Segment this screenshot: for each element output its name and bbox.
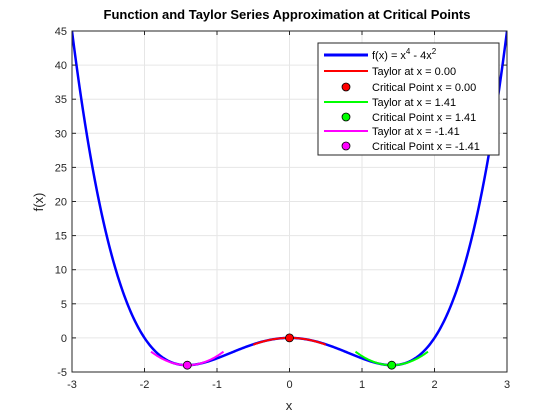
y-tick-label: 30 (55, 128, 67, 140)
legend-label-point-1: Critical Point x = 1.41 (372, 112, 476, 124)
critical-point-1 (387, 360, 397, 370)
y-tick-label: 10 (55, 265, 67, 277)
legend-entry-taylor-1: Taylor at x = 1.41 (324, 97, 456, 109)
x-tick-label: -3 (67, 379, 77, 391)
axes-box (71, 30, 508, 373)
legend-entry-function: f(x) = x4 - 4x2 (324, 47, 437, 62)
legend-box (317, 42, 500, 156)
x-tick-label: 0 (286, 379, 292, 391)
legend-label-taylor-2: Taylor at x = -1.41 (372, 126, 460, 138)
critical-point-0 (285, 333, 294, 343)
critical-point-2 (182, 360, 192, 370)
y-tick-label: 45 (55, 26, 67, 38)
x-tick-label: -2 (140, 379, 150, 391)
legend-marker-point-0 (341, 82, 351, 92)
legend-entry-point-2: Critical Point x = -1.41 (341, 141, 480, 153)
legend-entry-taylor-0: Taylor at x = 0.00 (324, 66, 456, 78)
y-tick-label: 15 (55, 231, 67, 243)
legend-label-point-0: Critical Point x = 0.00 (372, 82, 476, 94)
axes-frame (71, 30, 508, 373)
y-tick-label: 35 (55, 94, 67, 106)
legend-marker-point-1 (341, 112, 351, 122)
legend-label-taylor-1: Taylor at x = 1.41 (372, 97, 456, 109)
legend-label-function: f(x) = x4 - 4x2 (372, 47, 437, 62)
legend-marker-point-2 (341, 141, 351, 151)
y-axis-label: f(x) (31, 193, 46, 212)
x-tick-label: -1 (212, 379, 222, 391)
y-tick-label: 40 (55, 60, 67, 72)
legend-entry-point-0: Critical Point x = 0.00 (341, 82, 476, 94)
x-tick-label: 1 (359, 379, 365, 391)
chart-title: Function and Taylor Series Approximation… (104, 7, 471, 22)
x-tick-label: 3 (504, 379, 510, 391)
legend-entry-taylor-2: Taylor at x = -1.41 (324, 126, 460, 138)
series-group (72, 31, 507, 370)
legend: f(x) = x4 - 4x2 Taylor at x = 0.00 Criti… (317, 42, 500, 156)
y-tick-label: 20 (55, 197, 67, 209)
y-tick-label: 0 (61, 333, 67, 345)
legend-label-point-2: Critical Point x = -1.41 (372, 141, 480, 153)
legend-entry-point-1: Critical Point x = 1.41 (341, 112, 476, 124)
y-tick-label: -5 (57, 367, 67, 379)
x-tick-label: 2 (431, 379, 437, 391)
y-tick-label: 5 (61, 299, 67, 311)
y-tick-labels: -5 0 5 10 15 20 25 30 35 40 45 (55, 26, 67, 379)
x-tick-labels: -3 -2 -1 0 1 2 3 (67, 379, 510, 391)
x-axis-label: x (286, 398, 293, 413)
y-tick-label: 25 (55, 162, 67, 174)
legend-label-taylor-0: Taylor at x = 0.00 (372, 66, 456, 78)
